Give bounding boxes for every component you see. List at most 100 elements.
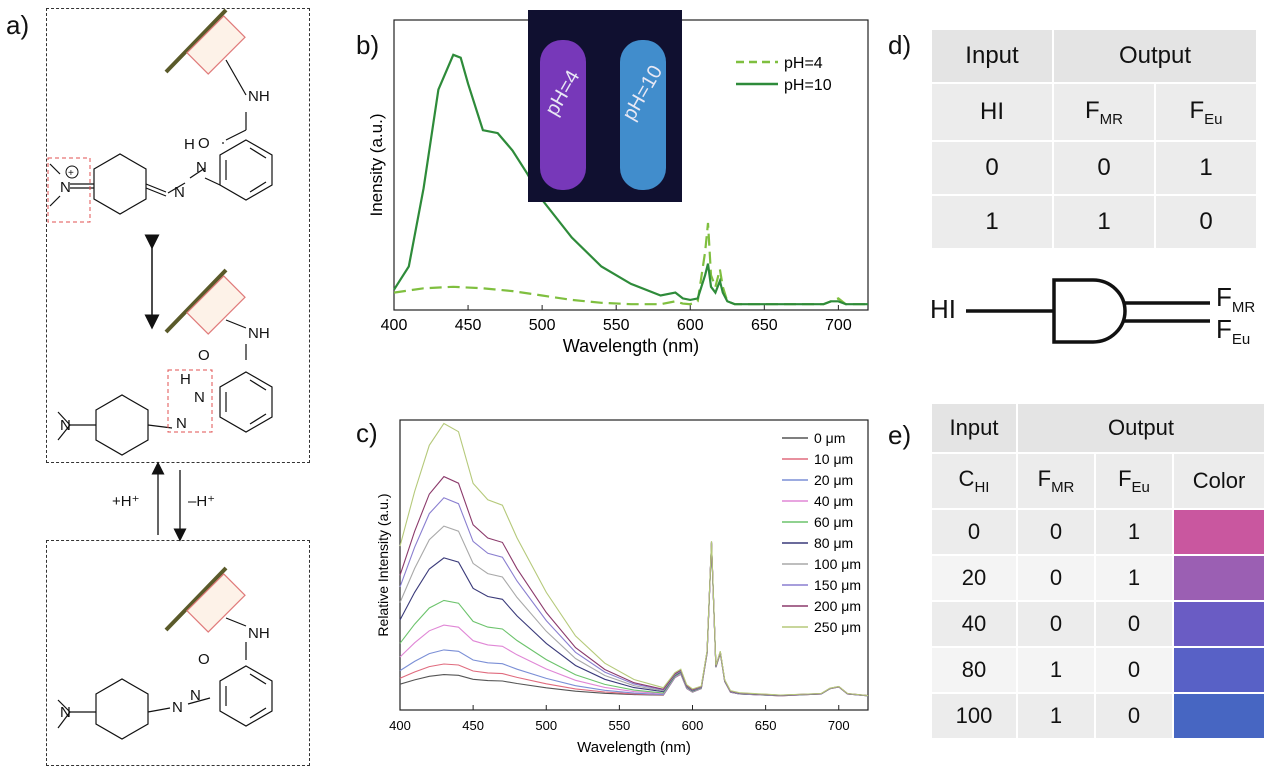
legend-label: 80 μm [814,535,853,551]
y-axis-label: Inensity (a.u.) [370,114,386,217]
svg-text:+H⁺: +H⁺ [112,493,140,510]
legend-label: 150 μm [814,577,861,593]
quinoid-ring [49,153,167,215]
table-row: 100 [932,694,1016,738]
svg-text:O: O [198,651,210,668]
table-cell: 0 [1096,648,1172,692]
table-row: 0 [932,142,1052,194]
svg-text:N: N [60,704,71,721]
x-tick-label: 700 [825,317,852,334]
svg-text:–H⁺: –H⁺ [188,493,215,510]
svg-text:N: N [190,687,201,704]
series-line-5 [399,542,869,697]
svg-text:O: O [198,135,210,152]
color-swatch [1174,694,1264,738]
svg-text:N: N [194,389,205,406]
x-tick-label: 500 [529,317,556,334]
truth-table-e: Input Output CHI FMR FEu Color 0 0 1 20 … [930,402,1266,740]
legend-label: pH=10 [784,77,832,94]
svg-text:NH: NH [248,625,270,642]
legend-label: 40 μm [814,493,853,509]
series-line-4 [399,542,869,697]
and-gate-icon [1052,278,1127,344]
svg-text:N: N [174,184,185,201]
series-line-0 [399,543,869,697]
surface-linker-3 [57,566,273,740]
x-tick-label: 550 [603,317,630,334]
series-line-pH=4 [393,222,868,306]
legend-label: 0 μm [814,430,845,446]
table-d-input-header: Input [932,30,1052,82]
legend-label: 100 μm [814,556,861,572]
table-cell: 1 [1018,694,1094,738]
series-line-7 [399,497,869,697]
svg-text:+: + [68,168,74,179]
panel-label-a: a) [6,10,30,40]
surface-linker-2 [57,268,273,456]
svg-text:N: N [60,417,71,434]
table-cell: 0 [1054,142,1154,194]
gate-input-label: HI [930,294,956,324]
table-d-sub-fmr: FMR [1054,84,1154,140]
legend-label: 60 μm [814,514,853,530]
x-tick-label: 400 [389,718,411,733]
vial-0 [540,40,586,190]
x-tick-label: 600 [677,317,704,334]
color-swatch [1174,648,1264,692]
legend-label: 250 μm [814,619,861,635]
gate-output-mr: FMR [1216,282,1256,316]
table-cell: 1 [1054,196,1154,248]
chart-c: 400 450 500 550 600 650 700 Wavelength (nm) Rela… [375,419,869,756]
legend-label: 200 μm [814,598,861,614]
table-e-sub-feu: FEu [1096,454,1172,508]
table-cell: 0 [1018,510,1094,554]
color-swatch [1174,556,1264,600]
logic-gate [966,278,1210,344]
table-d-output-header: Output [1054,30,1256,82]
legend-label: 10 μm [814,451,853,467]
x-tick-label: 700 [828,718,850,733]
vial-1 [620,40,666,190]
surface-linker-1 [164,8,247,144]
chemical-scheme: NH O H N N N + [47,8,273,740]
table-cell: 0 [1096,602,1172,646]
table-cell: 1 [1156,142,1256,194]
table-d-sub-hi: HI [932,84,1052,140]
x-tick-label: 450 [462,718,484,733]
table-e-output-header: Output [1018,404,1264,452]
svg-text:N: N [172,699,183,716]
svg-text:NH: NH [248,325,270,342]
table-row: 20 [932,556,1016,600]
series-line-pH=10 [393,53,868,306]
panel-label-b: b) [356,30,380,60]
table-row: 80 [932,648,1016,692]
svg-text:H: H [184,136,195,153]
svg-text:O: O [198,347,210,364]
table-cell: 1 [1018,648,1094,692]
svg-text:H: H [180,371,191,388]
table-cell: 0 [1156,196,1256,248]
truth-table-d: Input Output HI FMR FEu 0 0 1 1 1 0 [930,28,1258,250]
table-e-sub-fmr: FMR [1018,454,1094,508]
svg-text:N: N [196,159,207,176]
table-e-sub-c: CHI [932,454,1016,508]
table-cell: 0 [1018,556,1094,600]
table-cell: 0 [1018,602,1094,646]
series-line-8 [399,475,869,697]
series-line-1 [399,543,869,697]
x-axis-label: Wavelength (nm) [563,336,699,356]
y-axis-label: Relative Intensity (a.u.) [375,493,391,636]
x-tick-label: 600 [682,718,704,733]
svg-text:NH: NH [248,88,270,105]
x-tick-label: 650 [751,317,778,334]
charge-highlight-1 [47,157,91,223]
scheme-protonated-box [46,8,310,463]
inset-photo: pH=4 pH=10 [528,10,682,202]
series-line-3 [399,543,869,697]
x-tick-label: 450 [455,317,482,334]
svg-text:N: N [60,179,71,196]
table-e-input-header: Input [932,404,1016,452]
svg-text:N: N [176,415,187,432]
chart-b: 400 450 500 550 600 650 700 Wavelength (nm) Inen… [370,10,869,356]
color-swatch [1174,510,1264,554]
